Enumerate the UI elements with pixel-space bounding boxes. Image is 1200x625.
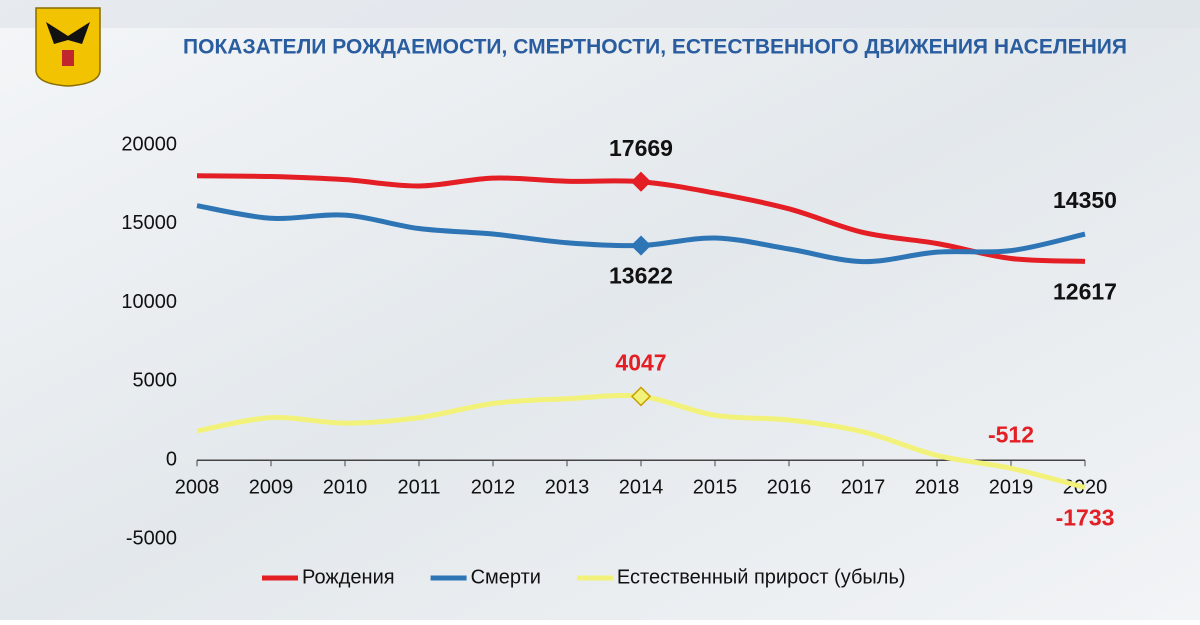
y-tick-label: 0 xyxy=(166,448,177,470)
chart-title: ПОКАЗАТЕЛИ РОЖДАЕМОСТИ, СМЕРТНОСТИ, ЕСТЕ… xyxy=(183,36,1127,59)
legend-label: Смерти xyxy=(471,566,541,588)
data-label: 17669 xyxy=(609,135,673,161)
legend: Рождения Смерти Естественный прирост (убыл… xyxy=(262,566,906,588)
x-tick-label: 2019 xyxy=(989,476,1034,498)
x-tick-label: 2017 xyxy=(841,476,886,498)
y-tick-label: 15000 xyxy=(121,212,177,234)
point-marker xyxy=(630,386,652,407)
point-marker xyxy=(630,171,652,192)
data-label: -512 xyxy=(988,421,1034,447)
legend-label: Рождения xyxy=(302,566,395,588)
x-tick-label: 2012 xyxy=(471,476,516,498)
x-tick-label: 2013 xyxy=(545,476,590,498)
data-label: -1733 xyxy=(1056,505,1115,531)
x-tick-label: 2014 xyxy=(619,476,664,498)
x-tick-label: 2008 xyxy=(175,476,220,498)
data-label: 4047 xyxy=(615,349,666,375)
header-band xyxy=(0,0,1200,28)
data-label: 14350 xyxy=(1053,187,1117,213)
x-tick-label: 2018 xyxy=(915,476,960,498)
emblem xyxy=(35,7,101,87)
y-tick-label: -5000 xyxy=(126,527,177,549)
x-tick-label: 2015 xyxy=(693,476,738,498)
data-label: 12617 xyxy=(1053,278,1117,304)
x-tick-label: 2009 xyxy=(249,476,294,498)
y-tick-label: 10000 xyxy=(121,291,177,313)
y-tick-label: 5000 xyxy=(133,370,178,392)
x-tick-label: 2010 xyxy=(323,476,368,498)
y-tick-label: 20000 xyxy=(121,133,177,155)
x-tick-label: 2016 xyxy=(767,476,812,498)
data-label: 13622 xyxy=(609,263,673,289)
point-marker xyxy=(630,235,652,256)
legend-label: Естественный прирост (убыль) xyxy=(617,566,906,588)
x-tick-label: 2011 xyxy=(397,476,440,498)
